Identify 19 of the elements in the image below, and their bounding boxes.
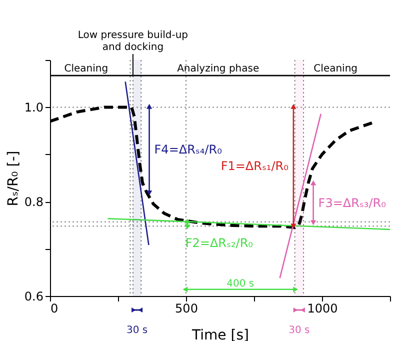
- annotation: Cleaning: [314, 64, 358, 75]
- y-tick-label: 0.8: [24, 195, 44, 210]
- x-tick-label: 0: [50, 302, 58, 316]
- series-label: 400 s: [226, 278, 254, 290]
- series-label: F4=ΔRₛ₄/R₀: [154, 142, 222, 157]
- y-axis-title: Rₛ/R₀ [-]: [5, 150, 22, 206]
- series-label: F1=ΔRₛ₁/R₀: [220, 159, 289, 174]
- x-tick-label: 1000: [307, 302, 338, 316]
- x-axis-title: Time [s]: [191, 328, 249, 341]
- series-label: F2=ΔRₛ₂/R₀: [185, 236, 254, 250]
- band-label: 30 s: [126, 325, 148, 336]
- y-tick-label: 1.0: [24, 100, 44, 115]
- annotation: Low pressure build-up and docking: [78, 30, 188, 53]
- y-tick-label: 0.6: [24, 290, 44, 304]
- series-label: F3=ΔRₛ₃/R₀: [318, 196, 386, 210]
- band-label: 30 s: [288, 325, 310, 336]
- annotation: Analyzing phase: [177, 64, 260, 75]
- x-tick-label: 500: [175, 302, 198, 316]
- annotation: Cleaning: [64, 64, 108, 75]
